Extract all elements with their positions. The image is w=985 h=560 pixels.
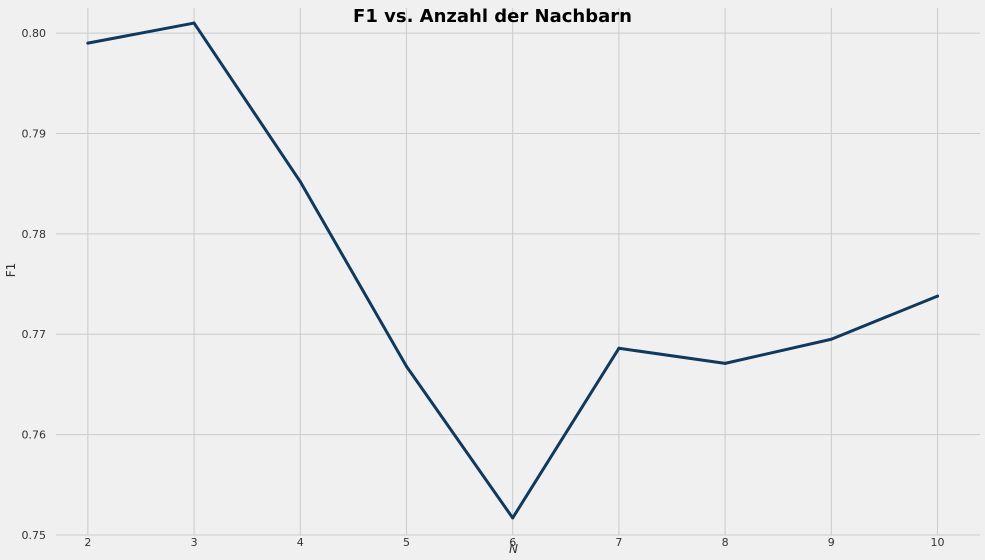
- x-tick-label: 3: [191, 536, 198, 549]
- y-tick-label: 0.75: [22, 529, 47, 542]
- data-point: [404, 364, 408, 368]
- x-tick-label: 2: [84, 536, 91, 549]
- series-lines: [86, 21, 940, 520]
- y-tick-label: 0.78: [22, 228, 47, 241]
- x-tick-label: 4: [297, 536, 304, 549]
- gridlines: [56, 8, 980, 536]
- data-point: [511, 516, 515, 520]
- data-point: [936, 294, 940, 298]
- data-point: [298, 180, 302, 184]
- y-tick-label: 0.76: [22, 429, 47, 442]
- x-tick-label: 7: [615, 536, 622, 549]
- data-point: [86, 41, 90, 45]
- x-axis-tick-labels: 2 3 4 5 6 7 8 9 10: [84, 536, 944, 549]
- data-point: [617, 346, 621, 350]
- x-tick-label: 8: [722, 536, 729, 549]
- x-tick-label: 6: [509, 536, 516, 549]
- data-point: [192, 21, 196, 25]
- x-axis-label: N: [509, 542, 518, 556]
- data-point: [829, 337, 833, 341]
- x-tick-label: 9: [828, 536, 835, 549]
- chart-title: F1 vs. Anzahl der Nachbarn: [353, 6, 632, 27]
- y-axis-label: F1: [4, 263, 18, 278]
- x-tick-label: 5: [403, 536, 410, 549]
- data-point: [723, 361, 727, 365]
- y-tick-label: 0.77: [22, 328, 47, 341]
- y-axis-tick-labels: 0.75 0.76 0.77 0.78 0.79 0.80: [22, 27, 47, 542]
- y-tick-label: 0.79: [22, 127, 47, 140]
- y-tick-label: 0.80: [22, 27, 47, 40]
- x-tick-label: 10: [931, 536, 945, 549]
